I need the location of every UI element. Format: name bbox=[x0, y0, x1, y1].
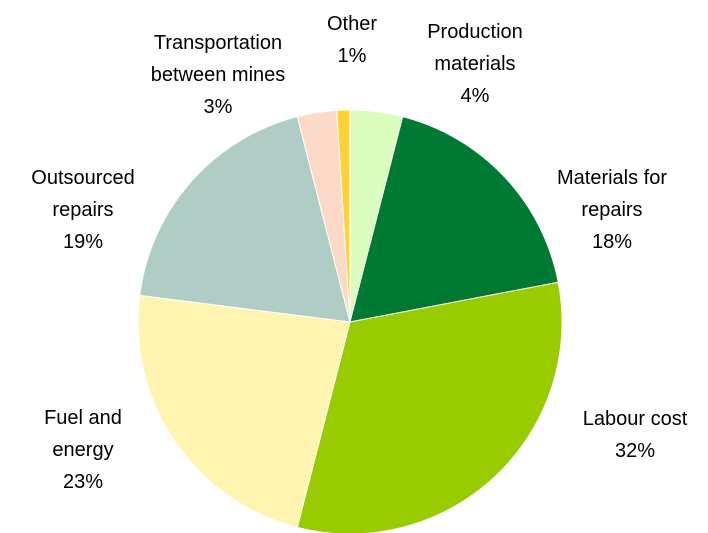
value-label: 4% bbox=[460, 85, 490, 107]
pie-slice bbox=[296, 281, 563, 533]
slice-label: Materials for repairs 18% bbox=[532, 162, 692, 258]
value-label: 18% bbox=[591, 231, 633, 253]
slice-label: Other 1% bbox=[317, 8, 387, 72]
value-label: 3% bbox=[203, 96, 233, 118]
pie-slice bbox=[137, 294, 351, 528]
value-label: 1% bbox=[337, 45, 367, 67]
value-label: 19% bbox=[62, 231, 104, 253]
category-label: Labour cost bbox=[582, 408, 688, 430]
slice-label: Labour cost 32% bbox=[550, 403, 708, 467]
pie-slice bbox=[139, 116, 351, 323]
pie-slice bbox=[349, 116, 559, 323]
category-label: Fuel and energy bbox=[44, 407, 122, 461]
category-label: Materials for repairs bbox=[556, 167, 668, 221]
category-label: Transportation between mines bbox=[150, 32, 286, 86]
pie-slice bbox=[336, 109, 351, 323]
slice-label: Production materials 4% bbox=[400, 16, 550, 112]
slice-label: Outsourced repairs 19% bbox=[13, 162, 153, 258]
slice-label: Transportation between mines 3% bbox=[128, 27, 308, 123]
value-label: 32% bbox=[614, 440, 656, 462]
value-label: 23% bbox=[62, 471, 104, 493]
category-label: Other bbox=[326, 13, 378, 35]
category-label: Production materials bbox=[427, 21, 523, 75]
category-label: Outsourced repairs bbox=[31, 167, 135, 221]
slice-label: Fuel and energy 23% bbox=[28, 402, 138, 498]
